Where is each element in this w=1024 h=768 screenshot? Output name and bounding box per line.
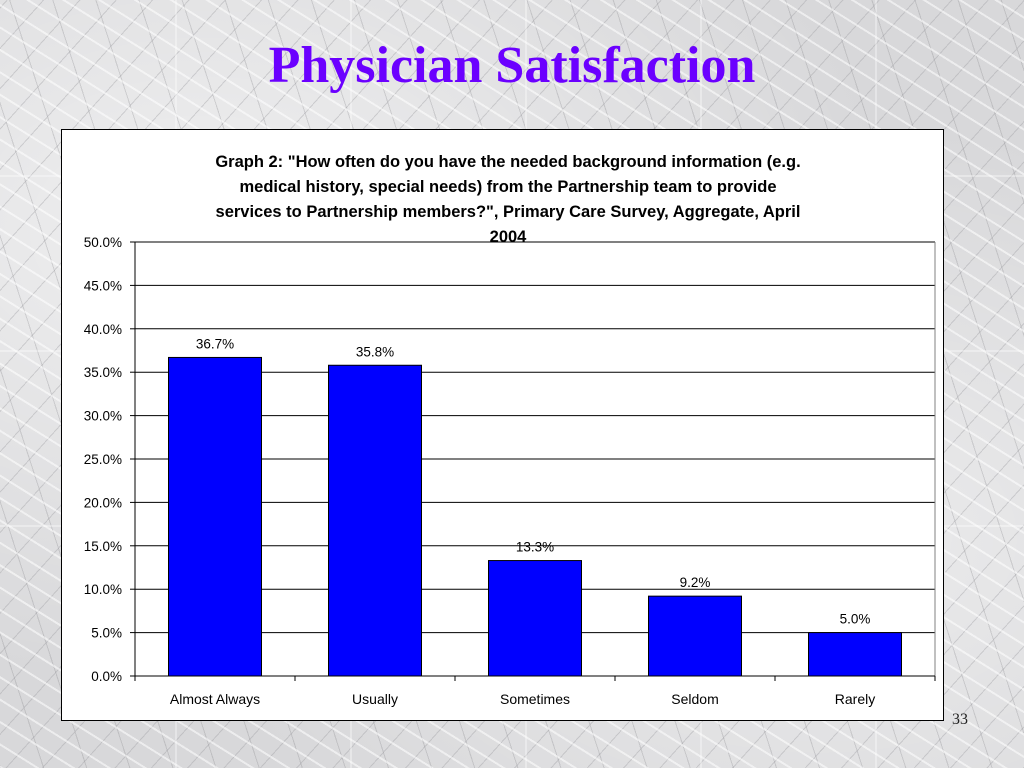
- y-tick-label: 20.0%: [84, 495, 122, 510]
- y-tick-label: 30.0%: [84, 409, 122, 424]
- x-tick-label: Almost Always: [170, 691, 260, 707]
- bar: [648, 595, 742, 677]
- chart-title-line: 2004: [490, 228, 528, 246]
- y-tick-label: 15.0%: [84, 539, 122, 554]
- y-tick-label: 50.0%: [84, 235, 122, 250]
- bar: [328, 364, 422, 677]
- y-tick-label: 0.0%: [91, 669, 122, 684]
- data-label: 36.7%: [196, 336, 234, 351]
- bar: [808, 632, 902, 677]
- y-tick-label: 5.0%: [91, 626, 122, 641]
- x-tick-label: Seldom: [671, 691, 718, 707]
- data-label: 35.8%: [356, 344, 394, 359]
- y-tick-label: 45.0%: [84, 278, 122, 293]
- data-label: 5.0%: [840, 612, 871, 627]
- bar: [168, 356, 262, 677]
- y-tick-label: 25.0%: [84, 452, 122, 467]
- chart-title-line: services to Partnership members?", Prima…: [216, 203, 801, 221]
- x-tick-label: Rarely: [835, 691, 875, 707]
- x-tick-label: Usually: [352, 691, 398, 707]
- chart-title-line: medical history, special needs) from the…: [239, 178, 776, 196]
- bar: [488, 560, 582, 677]
- y-tick-label: 35.0%: [84, 365, 122, 380]
- x-tick-label: Sometimes: [500, 691, 570, 707]
- data-label: 9.2%: [680, 575, 711, 590]
- bar-chart: Graph 2: "How often do you have the need…: [84, 153, 936, 707]
- y-tick-label: 40.0%: [84, 322, 122, 337]
- slide-title: Physician Satisfaction: [268, 37, 756, 94]
- y-tick-label: 10.0%: [84, 582, 122, 597]
- slide-number: 33: [952, 711, 968, 728]
- chart-panel: Graph 2: "How often do you have the need…: [61, 129, 944, 721]
- chart-title-line: Graph 2: "How often do you have the need…: [215, 153, 800, 171]
- data-label: 13.3%: [516, 540, 554, 555]
